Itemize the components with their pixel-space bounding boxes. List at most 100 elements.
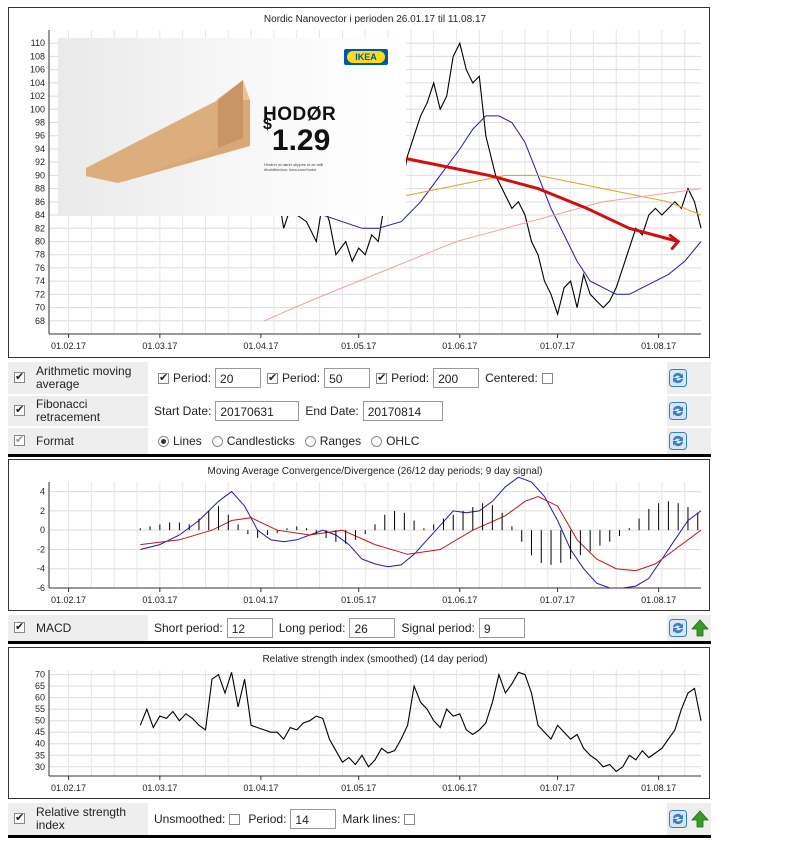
format-ranges-label: Ranges bbox=[319, 434, 362, 448]
price-chart-panel: Nordic Nanovector i perioden 26.01.17 ti… bbox=[8, 7, 710, 358]
rsi-chart: Relative strength index (smoothed) (14 d… bbox=[35, 654, 702, 793]
price-series-line bbox=[139, 41, 702, 317]
macd-series-line bbox=[140, 476, 702, 589]
y-tick-label: 0 bbox=[40, 525, 45, 535]
x-tick-label: 01.07.17 bbox=[540, 341, 575, 351]
y-tick-label: 110 bbox=[31, 38, 45, 48]
rsi-control-row: Relative strength index Unsmoothed: Peri… bbox=[8, 803, 711, 838]
fib-enable-checkbox[interactable] bbox=[14, 403, 25, 416]
x-tick-label: 01.05.17 bbox=[341, 341, 376, 351]
y-tick-label: -4 bbox=[37, 564, 45, 574]
macd-short-input[interactable]: 12 bbox=[226, 618, 273, 638]
fib-end-input[interactable]: 20170814 bbox=[362, 401, 443, 421]
fib-label: Fibonacci retracement bbox=[36, 397, 101, 424]
y-tick-label: 70 bbox=[35, 303, 45, 313]
ama-period1-checkbox[interactable] bbox=[158, 371, 169, 384]
rsi-enable-checkbox[interactable] bbox=[14, 811, 25, 824]
format-lines-label: Lines bbox=[173, 434, 202, 448]
ama-period2-input[interactable]: 50 bbox=[324, 368, 371, 388]
macd-chart: Moving Average Convergence/Divergence (2… bbox=[37, 466, 702, 605]
fib-start-input[interactable]: 20170631 bbox=[215, 401, 300, 421]
y-tick-label: 30 bbox=[35, 762, 45, 772]
ikea-ad-image: IKEA HODØR $1.29 Hindrer at dører slippe… bbox=[58, 38, 406, 216]
y-tick-label: 96 bbox=[35, 131, 45, 141]
ama-period2-checkbox[interactable] bbox=[267, 371, 279, 384]
rsi-marklines-label: Mark lines: bbox=[342, 812, 401, 826]
ad-fine-print: Hindrer at dører slippes ut av mål #holdt… bbox=[264, 162, 324, 172]
ama-label: Arithmetic moving average bbox=[36, 364, 132, 391]
x-tick-label: 01.06.17 bbox=[442, 595, 477, 605]
ama-period2-label: Period: bbox=[282, 371, 321, 385]
y-tick-label: 40 bbox=[35, 739, 45, 749]
y-tick-label: -2 bbox=[37, 544, 45, 554]
macd-refresh-icon[interactable] bbox=[669, 619, 687, 637]
rsi-chart-panel: Relative strength index (smoothed) (14 d… bbox=[8, 647, 710, 799]
y-tick-label: 74 bbox=[35, 276, 45, 286]
x-tick-label: 01.08.17 bbox=[641, 341, 676, 351]
format-enable-checkbox[interactable] bbox=[14, 433, 25, 446]
fib-refresh-icon[interactable] bbox=[669, 402, 687, 420]
rsi-unsmoothed-label: Unsmoothed: bbox=[154, 812, 226, 826]
rsi-refresh-icon[interactable] bbox=[669, 810, 687, 828]
y-tick-label: 84 bbox=[35, 210, 45, 220]
x-tick-label: 01.06.17 bbox=[442, 341, 477, 351]
macd-settings: Short period: 12 Long period: 26 Signal … bbox=[148, 615, 667, 641]
y-tick-label: 100 bbox=[30, 104, 45, 114]
ama-period3-label: Period: bbox=[391, 371, 430, 385]
x-tick-label: 01.05.17 bbox=[341, 783, 376, 793]
format-ohlc-label: OHLC bbox=[386, 434, 420, 448]
ama-refresh-icon[interactable] bbox=[669, 369, 687, 387]
rsi-label: Relative strength index bbox=[36, 805, 127, 832]
format-refresh-icon[interactable] bbox=[669, 432, 687, 450]
x-tick-label: 01.08.17 bbox=[641, 595, 676, 605]
macd-long-input[interactable]: 26 bbox=[349, 618, 396, 638]
y-tick-label: 88 bbox=[35, 184, 45, 194]
y-tick-label: 68 bbox=[35, 316, 45, 326]
x-tick-label: 01.05.17 bbox=[341, 595, 376, 605]
ama-centered-label: Centered: bbox=[485, 371, 538, 385]
ama-enable-checkbox[interactable] bbox=[14, 370, 25, 383]
ama-period3-input[interactable]: 200 bbox=[433, 368, 480, 388]
x-tick-label: 01.02.17 bbox=[51, 595, 86, 605]
y-tick-label: 2 bbox=[40, 506, 45, 516]
y-tick-label: 86 bbox=[35, 197, 45, 207]
ama-centered-checkbox[interactable] bbox=[541, 372, 553, 384]
macd-move-up-icon[interactable] bbox=[691, 619, 709, 637]
y-tick-label: 50 bbox=[35, 716, 45, 726]
macd-long-label: Long period: bbox=[278, 621, 346, 635]
y-tick-label: -6 bbox=[37, 583, 45, 593]
ama-control-row: Arithmetic moving average Period: 20 Per… bbox=[8, 362, 711, 396]
wooden-wedge-image bbox=[86, 80, 250, 183]
macd-label: MACD bbox=[36, 620, 72, 635]
macd-enable-checkbox[interactable] bbox=[14, 620, 25, 633]
macd-chart-panel: Moving Average Convergence/Divergence (2… bbox=[8, 459, 710, 611]
ikea-logo: IKEA bbox=[344, 49, 388, 65]
y-tick-label: 35 bbox=[35, 750, 45, 760]
signal-series-line bbox=[140, 495, 702, 572]
format-candlesticks-radio[interactable] bbox=[211, 435, 223, 447]
y-tick-label: 45 bbox=[35, 727, 45, 737]
macd-signal-input[interactable]: 9 bbox=[478, 618, 525, 638]
x-tick-label: 01.02.17 bbox=[51, 783, 86, 793]
y-tick-label: 92 bbox=[35, 157, 45, 167]
rsi-marklines-checkbox[interactable] bbox=[404, 813, 416, 825]
rsi-period-input[interactable]: 14 bbox=[290, 809, 337, 829]
x-tick-label: 01.02.17 bbox=[51, 341, 86, 351]
ama-period1-input[interactable]: 20 bbox=[215, 368, 262, 388]
y-tick-label: 60 bbox=[35, 693, 45, 703]
rsi-move-up-icon[interactable] bbox=[691, 810, 709, 828]
rsi-settings: Unsmoothed: Period: 14 Mark lines: bbox=[148, 803, 667, 835]
fib-control-row: Fibonacci retracement Start Date: 201706… bbox=[8, 396, 711, 428]
y-tick-label: 65 bbox=[35, 681, 45, 691]
format-lines-radio[interactable] bbox=[158, 435, 169, 447]
y-tick-label: 90 bbox=[35, 170, 45, 180]
x-tick-label: 01.04.17 bbox=[243, 341, 278, 351]
rsi-unsmoothed-checkbox[interactable] bbox=[229, 813, 241, 825]
format-ranges-radio[interactable] bbox=[304, 435, 316, 447]
x-tick-label: 01.04.17 bbox=[243, 595, 278, 605]
ama-period3-checkbox[interactable] bbox=[376, 371, 388, 384]
y-tick-label: 80 bbox=[35, 236, 45, 246]
macd-signal-label: Signal period: bbox=[401, 621, 475, 635]
format-control-row: Format Lines Candlesticks Ranges OHLC bbox=[8, 428, 711, 457]
format-ohlc-radio[interactable] bbox=[371, 435, 383, 447]
